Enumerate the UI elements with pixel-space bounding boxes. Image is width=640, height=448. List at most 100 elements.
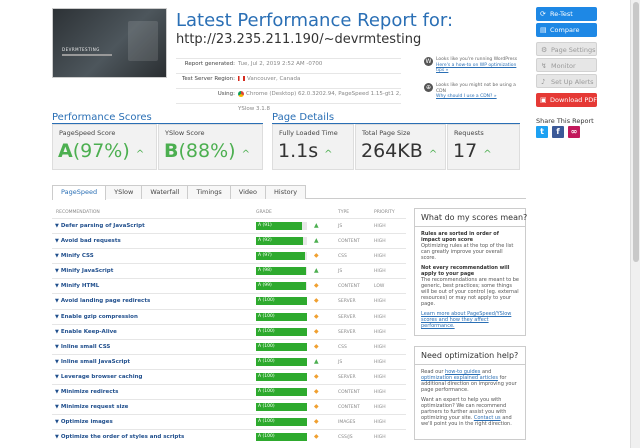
grade-bar-fill: A (97)	[256, 252, 306, 261]
tab-pagespeed[interactable]: PageSpeed	[52, 185, 107, 200]
meta-generated-value: Tue, Jul 2, 2019 2:52 AM -0700	[238, 61, 323, 67]
tab-video[interactable]: Video	[229, 185, 267, 199]
grade-bar: A (100)	[256, 403, 307, 412]
monitor-icon: ↯	[541, 62, 547, 70]
table-row[interactable]: ▼ Optimize the order of styles and script…	[52, 429, 406, 444]
recommendation-type: IMAGES	[338, 420, 356, 426]
download-pdf-button[interactable]: ▣ Download PDF	[536, 93, 597, 107]
learn-more-link[interactable]: Learn more about PageSpeed/YSlow scores …	[421, 311, 512, 329]
recommendation-name[interactable]: ▼ Avoid landing page redirects	[55, 298, 151, 305]
cdn-promo-text: Looks like you might not be using a CDN	[436, 83, 516, 94]
report-meta: Report generated: Tue, Jul 2, 2019 2:52 …	[176, 58, 401, 118]
page-details-title: Page Details	[272, 112, 335, 123]
page-size-value: 264KB ^	[361, 140, 438, 162]
table-row[interactable]: ▼ Minify JavaScript A (98) ▲ JS HIGH	[52, 263, 406, 278]
table-row[interactable]: ▼ Leverage browser caching A (100) ◆ SERVER H…	[52, 368, 406, 384]
grade-bar: A (100)	[256, 357, 307, 366]
how-to-guides-link[interactable]: how-to guides	[445, 369, 481, 375]
recommendation-name[interactable]: ▼ Leverage browser caching	[55, 373, 143, 380]
link-share-button[interactable]: ∞	[568, 126, 580, 138]
meta-using-value-2: YSlow 3.1.8	[238, 106, 270, 113]
table-row[interactable]: ▼ Inline small CSS A (100) ◆ CSS HIGH	[52, 338, 406, 354]
thumbnail-title: DEVRMTESTING	[62, 47, 100, 52]
table-row[interactable]: ▼ Inline small JavaScript A (100) ▲ JS HIGH	[52, 353, 406, 369]
page-scrollbar[interactable]	[630, 0, 640, 448]
recommendation-name[interactable]: ▼ Enable Keep-Alive	[55, 328, 117, 335]
thumbnail-subline	[62, 54, 112, 56]
caret-down-icon: ▼	[55, 313, 59, 320]
optimization-articles-link[interactable]: optimization explained articles	[421, 375, 498, 381]
diamond-icon: ◆	[314, 282, 319, 290]
recommendation-name[interactable]: ▼ Avoid bad requests	[55, 238, 121, 245]
recommendation-priority: HIGH	[374, 254, 386, 260]
recommendations-table: ▼ Defer parsing of JavaScript A (91) ▲ JS HIG…	[52, 218, 406, 444]
recommendation-name[interactable]: ▼ Minify HTML	[55, 283, 100, 290]
recommendation-type: JS	[338, 224, 343, 229]
recommendation-type: JS	[338, 269, 343, 275]
recommendation-name[interactable]: ▼ Defer parsing of JavaScript	[55, 223, 145, 229]
grade-bar: A (100)	[256, 327, 307, 336]
grade-bar: A (92)	[256, 237, 307, 246]
table-row[interactable]: ▼ Avoid bad requests A (92) ▲ CONTENT HIGH	[52, 233, 406, 248]
site-thumbnail: DEVRMTESTING	[52, 8, 167, 78]
recommendation-type: CONTENT	[338, 239, 360, 245]
table-row[interactable]: ▼ Enable Keep-Alive A (100) ◆ SERVER HIGH	[52, 323, 406, 339]
recommendation-name[interactable]: ▼ Inline small JavaScript	[55, 358, 130, 365]
yslow-score-card: YSlow Score B(88%) ^	[158, 124, 263, 170]
tab-timings[interactable]: Timings	[187, 185, 231, 199]
grade-bar: A (100)	[256, 388, 307, 397]
setup-alerts-button[interactable]: ♪ Set Up Alerts	[536, 74, 597, 88]
recommendation-type: SERVER	[338, 299, 356, 305]
grade-bar-fill: A (100)	[256, 312, 307, 321]
table-row[interactable]: ▼ Optimize images A (100) ◆ IMAGES HIGH	[52, 414, 406, 429]
yslow-score-label: YSlow Score	[165, 129, 205, 137]
report-title: Latest Performance Report for:	[176, 10, 454, 31]
recommendation-type: CONTENT	[338, 390, 360, 396]
optimization-help-panel: Need optimization help? Read our how-to …	[414, 346, 526, 440]
table-row[interactable]: ▼ Minify CSS A (97) ◆ CSS HIGH	[52, 248, 406, 263]
recommendation-name[interactable]: ▼ Minify JavaScript	[55, 268, 114, 275]
recommendation-type: JS	[338, 359, 343, 365]
wordpress-icon: W	[424, 57, 433, 66]
recommendation-name[interactable]: ▼ Minimize redirects	[55, 389, 119, 396]
table-row[interactable]: ▼ Minify HTML A (99) ◆ CONTENT LOW	[52, 278, 406, 293]
tab-yslow[interactable]: YSlow	[105, 185, 143, 199]
scrollbar-thumb[interactable]	[633, 2, 639, 262]
diamond-icon: ◆	[314, 388, 319, 396]
table-row[interactable]: ▼ Minimize redirects A (100) ◆ CONTENT HIGH	[52, 384, 406, 399]
table-row[interactable]: ▼ Defer parsing of JavaScript A (91) ▲ JS HIG…	[52, 218, 406, 233]
retest-button[interactable]: ⟳ Re-Test	[536, 7, 597, 21]
diamond-icon: ◆	[314, 418, 319, 426]
scores-help-text-2: The recommendations are meant to be gene…	[421, 277, 519, 307]
recommendation-priority: LOW	[374, 284, 385, 290]
caret-down-icon: ▼	[55, 238, 59, 245]
recommendation-type: SERVER	[338, 314, 356, 320]
recommendation-name[interactable]: ▼ Enable gzip compression	[55, 313, 138, 320]
contact-us-link[interactable]: Contact us	[473, 415, 501, 421]
compare-button[interactable]: ▤ Compare	[536, 23, 597, 37]
recommendation-priority: HIGH	[374, 329, 386, 335]
recommendation-name[interactable]: ▼ Optimize the order of styles and script…	[55, 434, 185, 441]
facebook-share-button[interactable]: f	[552, 126, 564, 138]
tab-waterfall[interactable]: Waterfall	[141, 185, 189, 199]
cdn-promo-link[interactable]: Why should I use a CDN? »	[436, 94, 497, 99]
grade-bar-fill: A (100)	[256, 327, 307, 336]
recommendation-name[interactable]: ▼ Minify CSS	[55, 253, 94, 260]
grade-bar-fill: A (98)	[256, 267, 306, 276]
caret-down-icon: ▼	[55, 358, 59, 365]
table-row[interactable]: ▼ Avoid landing page redirects A (100) ◆ SER…	[52, 293, 406, 308]
meta-row-generated: Report generated: Tue, Jul 2, 2019 2:52 …	[176, 58, 401, 73]
tab-history[interactable]: History	[265, 185, 307, 199]
monitor-button[interactable]: ↯ Monitor	[536, 58, 597, 72]
recommendation-name[interactable]: ▼ Inline small CSS	[55, 343, 111, 350]
recommendation-priority: HIGH	[374, 390, 386, 396]
caret-down-icon: ▼	[55, 253, 59, 260]
table-row[interactable]: ▼ Enable gzip compression A (100) ◆ SERVER HI…	[52, 308, 406, 324]
recommendation-name[interactable]: ▼ Minimize request size	[55, 404, 129, 411]
table-row[interactable]: ▼ Minimize request size A (100) ◆ CONTENT HIG…	[52, 399, 406, 414]
wordpress-promo-link[interactable]: Here's a how-to on WP optimization tips …	[436, 62, 517, 74]
page-settings-button[interactable]: ⚙ Page Settings	[536, 42, 597, 56]
twitter-share-button[interactable]: t	[536, 126, 548, 138]
recommendation-name[interactable]: ▼ Optimize images	[55, 419, 113, 426]
header-type: TYPE	[338, 210, 350, 215]
